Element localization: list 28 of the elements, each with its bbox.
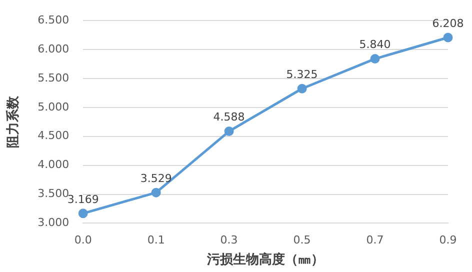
y-tick-label: 6.000 (38, 42, 70, 56)
point (151, 188, 161, 198)
y-tick-label: 5.000 (38, 100, 70, 114)
x-tick-label: 0.5 (293, 234, 311, 247)
y-axis-title: 阻力系数 (5, 94, 22, 148)
y-tick-label: 6.500 (38, 13, 70, 26)
point (224, 126, 234, 136)
data-label: 3.169 (67, 192, 99, 206)
x-tick-label: 0.3 (220, 234, 238, 247)
data-label: 5.840 (359, 38, 391, 52)
data-label: 6.208 (432, 16, 464, 30)
x-tick-label: 0.9 (439, 234, 457, 247)
x-axis-title: 污损生物高度（㎜） (206, 252, 324, 268)
data-label: 4.588 (213, 110, 245, 124)
point (78, 208, 88, 218)
x-tick-label: 0.7 (366, 234, 384, 247)
point (443, 32, 453, 42)
x-tick-label: 0.0 (74, 234, 92, 247)
x-tick-label: 0.1 (147, 234, 165, 247)
y-tick-label: 3.500 (38, 187, 70, 200)
y-tick-label: 4.000 (38, 158, 70, 172)
data-label: 3.529 (140, 172, 172, 185)
y-tick-label: 4.500 (38, 129, 70, 142)
point (297, 84, 307, 94)
y-tick-label: 5.500 (38, 71, 70, 84)
y-tick-label: 3.000 (38, 216, 70, 230)
data-label: 5.325 (286, 68, 318, 81)
point (370, 54, 380, 64)
